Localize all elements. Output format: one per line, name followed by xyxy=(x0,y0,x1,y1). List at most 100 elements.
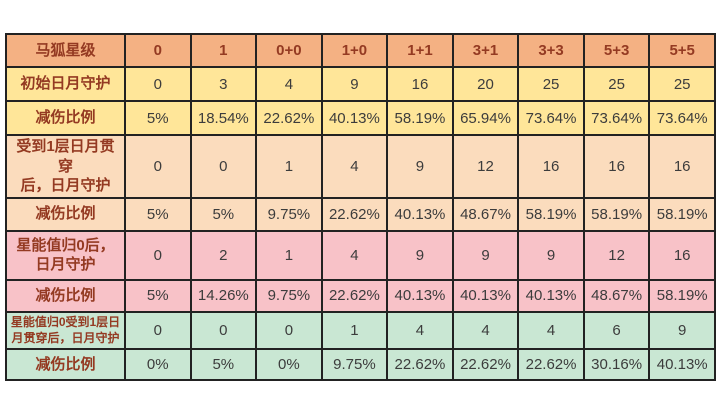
table-cell: 0% xyxy=(124,348,192,382)
table-cell: 9.75% xyxy=(255,278,323,313)
table-cell: 16 xyxy=(386,66,454,102)
row-label: 减伤比例 xyxy=(5,278,126,313)
table-row: 减伤比例 5% 18.54% 22.62% 40.13% 58.19% 65.94% 73.6… xyxy=(5,100,716,136)
table-cell: 1 xyxy=(320,310,389,351)
table-cell: 65.94% xyxy=(451,100,520,136)
table-cell: 22.62% xyxy=(451,348,520,382)
table-cell: 0 xyxy=(124,134,192,199)
table-cell: 0 xyxy=(124,33,192,68)
table-cell: 0 xyxy=(189,134,258,199)
table-cell: 22.62% xyxy=(320,278,389,313)
table-cell: 0 xyxy=(255,310,323,351)
table-cell: 3 xyxy=(189,66,258,102)
table-cell: 40.13% xyxy=(517,278,585,313)
table-cell: 30.16% xyxy=(582,348,651,382)
table-cell: 5% xyxy=(189,348,258,382)
table-cell: 40.13% xyxy=(386,196,454,232)
table-row: 星能值归0后， 日月守护 0 2 1 4 9 9 9 12 16 xyxy=(5,229,716,281)
table-cell: 5% xyxy=(124,196,192,232)
table-cell: 4 xyxy=(517,310,585,351)
row-label: 减伤比例 xyxy=(5,100,126,136)
table-row: 减伤比例 5% 5% 9.75% 22.62% 40.13% 48.67% 58.19% 58.… xyxy=(5,196,716,232)
guard-table: 马狐星级 0 1 0+0 1+0 1+1 3+1 3+3 5+3 5+5 初始日月守护 0 3 4 9 16 2… xyxy=(5,33,716,382)
table-cell: 73.64% xyxy=(517,100,585,136)
table-cell: 1 xyxy=(255,134,323,199)
table-cell: 25 xyxy=(582,66,651,102)
table-cell: 0 xyxy=(124,66,192,102)
table-cell: 12 xyxy=(582,229,651,281)
table-cell: 5% xyxy=(124,100,192,136)
table-cell: 58.19% xyxy=(386,100,454,136)
table-cell: 5% xyxy=(189,196,258,232)
table-cell: 40.13% xyxy=(386,278,454,313)
table-cell: 22.62% xyxy=(320,196,389,232)
table-row: 减伤比例 5% 14.26% 9.75% 22.62% 40.13% 40.13% 40.13… xyxy=(5,278,716,313)
table-cell: 3+1 xyxy=(451,33,520,68)
table-cell: 0 xyxy=(124,310,192,351)
table-row: 马狐星级 0 1 0+0 1+0 1+1 3+1 3+3 5+3 5+5 xyxy=(5,33,716,68)
table-cell: 9.75% xyxy=(255,196,323,232)
table-cell: 58.19% xyxy=(582,196,651,232)
table-cell: 9 xyxy=(648,310,716,351)
row-label: 初始日月守护 xyxy=(5,66,126,102)
table-cell: 58.19% xyxy=(648,278,716,313)
table-cell: 9 xyxy=(451,229,520,281)
table-cell: 16 xyxy=(517,134,585,199)
table-cell: 20 xyxy=(451,66,520,102)
table-cell: 18.54% xyxy=(189,100,258,136)
table-cell: 73.64% xyxy=(648,100,716,136)
table-cell: 48.67% xyxy=(451,196,520,232)
table-cell: 9 xyxy=(517,229,585,281)
table-cell: 9.75% xyxy=(320,348,389,382)
table-cell: 9 xyxy=(386,134,454,199)
table-cell: 2 xyxy=(189,229,258,281)
table-cell: 48.67% xyxy=(582,278,651,313)
table-cell: 40.13% xyxy=(648,348,716,382)
table-cell: 5+3 xyxy=(582,33,651,68)
table-row: 减伤比例 0% 5% 0% 9.75% 22.62% 22.62% 22.62% 30.16% 4… xyxy=(5,348,716,382)
table-cell: 16 xyxy=(648,134,716,199)
row-label: 减伤比例 xyxy=(5,196,126,232)
table-cell: 6 xyxy=(582,310,651,351)
table-cell: 0 xyxy=(124,229,192,281)
row-label: 马狐星级 xyxy=(5,33,126,68)
table-cell: 16 xyxy=(582,134,651,199)
table-cell: 9 xyxy=(386,229,454,281)
table-cell: 40.13% xyxy=(320,100,389,136)
table-cell: 0+0 xyxy=(255,33,323,68)
table-cell: 22.62% xyxy=(386,348,454,382)
table-cell: 0% xyxy=(255,348,323,382)
table-cell: 1 xyxy=(255,229,323,281)
row-label: 受到1层日月贯穿 后，日月守护 xyxy=(5,134,126,199)
table-cell: 4 xyxy=(451,310,520,351)
table-cell: 22.62% xyxy=(517,348,585,382)
table-cell: 40.13% xyxy=(451,278,520,313)
table-cell: 58.19% xyxy=(648,196,716,232)
table-cell: 73.64% xyxy=(582,100,651,136)
table-cell: 5+5 xyxy=(648,33,716,68)
table-cell: 1+0 xyxy=(320,33,389,68)
row-label: 星能值归0后， 日月守护 xyxy=(5,229,126,281)
table-row: 初始日月守护 0 3 4 9 16 20 25 25 25 xyxy=(5,66,716,102)
table-cell: 4 xyxy=(255,66,323,102)
table-cell: 14.26% xyxy=(189,278,258,313)
table-cell: 4 xyxy=(320,229,389,281)
table-cell: 25 xyxy=(648,66,716,102)
table-cell: 3+3 xyxy=(517,33,585,68)
table-row: 受到1层日月贯穿 后，日月守护 0 0 1 4 9 12 16 16 16 xyxy=(5,134,716,199)
table-cell: 22.62% xyxy=(255,100,323,136)
row-label: 星能值归0受到1层日 月贯穿后，日月守护 xyxy=(5,310,126,351)
table-cell: 0 xyxy=(189,310,258,351)
table-cell: 12 xyxy=(451,134,520,199)
table-row: 星能值归0受到1层日 月贯穿后，日月守护 0 0 0 1 4 4 4 6 9 xyxy=(5,310,716,351)
table-cell: 4 xyxy=(320,134,389,199)
row-label: 减伤比例 xyxy=(5,348,126,382)
table-cell: 58.19% xyxy=(517,196,585,232)
table-body: 马狐星级 0 1 0+0 1+0 1+1 3+1 3+3 5+3 5+5 初始日月守护 0 3 4 9 16 2… xyxy=(5,33,716,382)
table-cell: 5% xyxy=(124,278,192,313)
table-cell: 16 xyxy=(648,229,716,281)
table-cell: 1+1 xyxy=(386,33,454,68)
table-cell: 1 xyxy=(189,33,258,68)
table-cell: 9 xyxy=(320,66,389,102)
